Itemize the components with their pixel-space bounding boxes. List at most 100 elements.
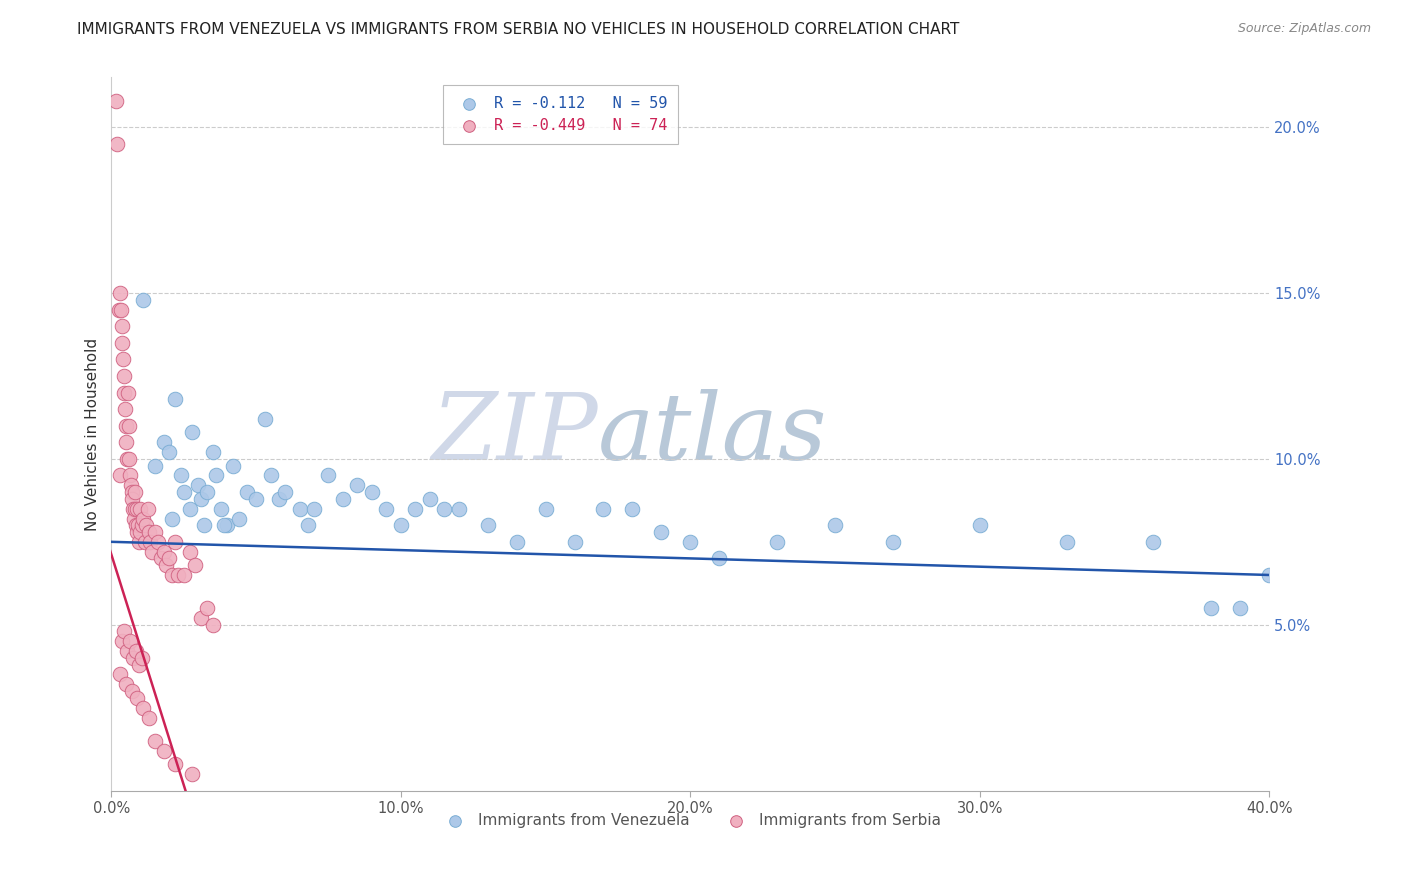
Point (318, 468, 340, 483)
Point (193, 518, 215, 533)
Point (165, 757, 187, 772)
Point (389, 518, 412, 533)
Point (157, 551, 180, 566)
Point (104, 94, 127, 108)
Point (121, 684, 143, 698)
Point (201, 617, 224, 632)
Point (969, 518, 991, 533)
Point (228, 511, 250, 525)
Point (128, 657, 150, 672)
Point (111, 335, 134, 350)
Point (1056, 534, 1078, 549)
Text: Source: ZipAtlas.com: Source: ZipAtlas.com (1237, 22, 1371, 36)
Point (132, 700, 155, 714)
Point (143, 458, 166, 473)
Legend: Immigrants from Venezuela, Immigrants from Serbia: Immigrants from Venezuela, Immigrants fr… (434, 807, 946, 834)
Point (128, 534, 150, 549)
Point (361, 485, 384, 500)
Point (173, 485, 195, 500)
Point (125, 518, 148, 533)
Point (173, 568, 195, 582)
Point (709, 551, 731, 566)
Point (105, 136, 128, 151)
Text: IMMIGRANTS FROM VENEZUELA VS IMMIGRANTS FROM SERBIA NO VEHICLES IN HOUSEHOLD COR: IMMIGRANTS FROM VENEZUELA VS IMMIGRANTS … (77, 22, 960, 37)
Point (179, 545, 201, 559)
Point (122, 651, 145, 665)
Point (433, 501, 456, 516)
Point (375, 501, 398, 516)
Point (115, 418, 138, 433)
Text: atlas: atlas (598, 389, 827, 479)
Point (110, 302, 132, 317)
Point (124, 501, 146, 516)
Point (195, 601, 218, 615)
Point (1142, 534, 1164, 549)
Point (824, 518, 846, 533)
Point (477, 518, 499, 533)
Point (288, 501, 311, 516)
Point (222, 458, 245, 473)
Point (131, 518, 153, 533)
Point (115, 677, 138, 691)
Point (1229, 601, 1251, 615)
Point (160, 568, 183, 582)
Y-axis label: No Vehicles in Household: No Vehicles in Household (86, 337, 100, 531)
Point (124, 485, 146, 500)
Point (117, 644, 139, 658)
Point (110, 319, 132, 334)
Point (592, 501, 614, 516)
Point (201, 445, 224, 459)
Point (127, 518, 149, 533)
Point (165, 392, 187, 407)
Point (882, 534, 904, 549)
Point (122, 501, 145, 516)
Point (115, 435, 138, 450)
Point (152, 545, 174, 559)
Point (269, 491, 291, 506)
Point (534, 501, 557, 516)
Point (274, 485, 297, 500)
Point (190, 611, 212, 625)
Point (138, 534, 160, 549)
Point (179, 501, 201, 516)
Point (297, 518, 319, 533)
Point (125, 644, 148, 658)
Point (404, 501, 426, 516)
Point (110, 634, 132, 648)
Point (149, 551, 172, 566)
Point (236, 485, 259, 500)
Point (195, 485, 218, 500)
Point (259, 468, 281, 483)
Point (143, 524, 166, 539)
Point (143, 734, 166, 748)
Point (132, 293, 155, 307)
Point (131, 651, 153, 665)
Point (167, 568, 190, 582)
Point (217, 518, 239, 533)
Point (302, 501, 325, 516)
Point (138, 524, 160, 539)
Point (1258, 568, 1281, 582)
Point (181, 767, 204, 781)
Point (346, 478, 368, 492)
Point (146, 534, 169, 549)
Point (564, 534, 586, 549)
Point (118, 451, 141, 466)
Point (108, 468, 131, 483)
Point (209, 501, 232, 516)
Point (132, 511, 155, 525)
Point (157, 445, 180, 459)
Point (170, 468, 193, 483)
Point (120, 468, 142, 483)
Point (118, 418, 141, 433)
Point (107, 302, 129, 317)
Point (419, 491, 441, 506)
Point (122, 511, 145, 525)
Point (332, 491, 354, 506)
Point (111, 352, 134, 367)
Point (136, 501, 159, 516)
Point (160, 511, 183, 525)
Point (184, 558, 207, 572)
Point (165, 534, 187, 549)
Point (152, 435, 174, 450)
